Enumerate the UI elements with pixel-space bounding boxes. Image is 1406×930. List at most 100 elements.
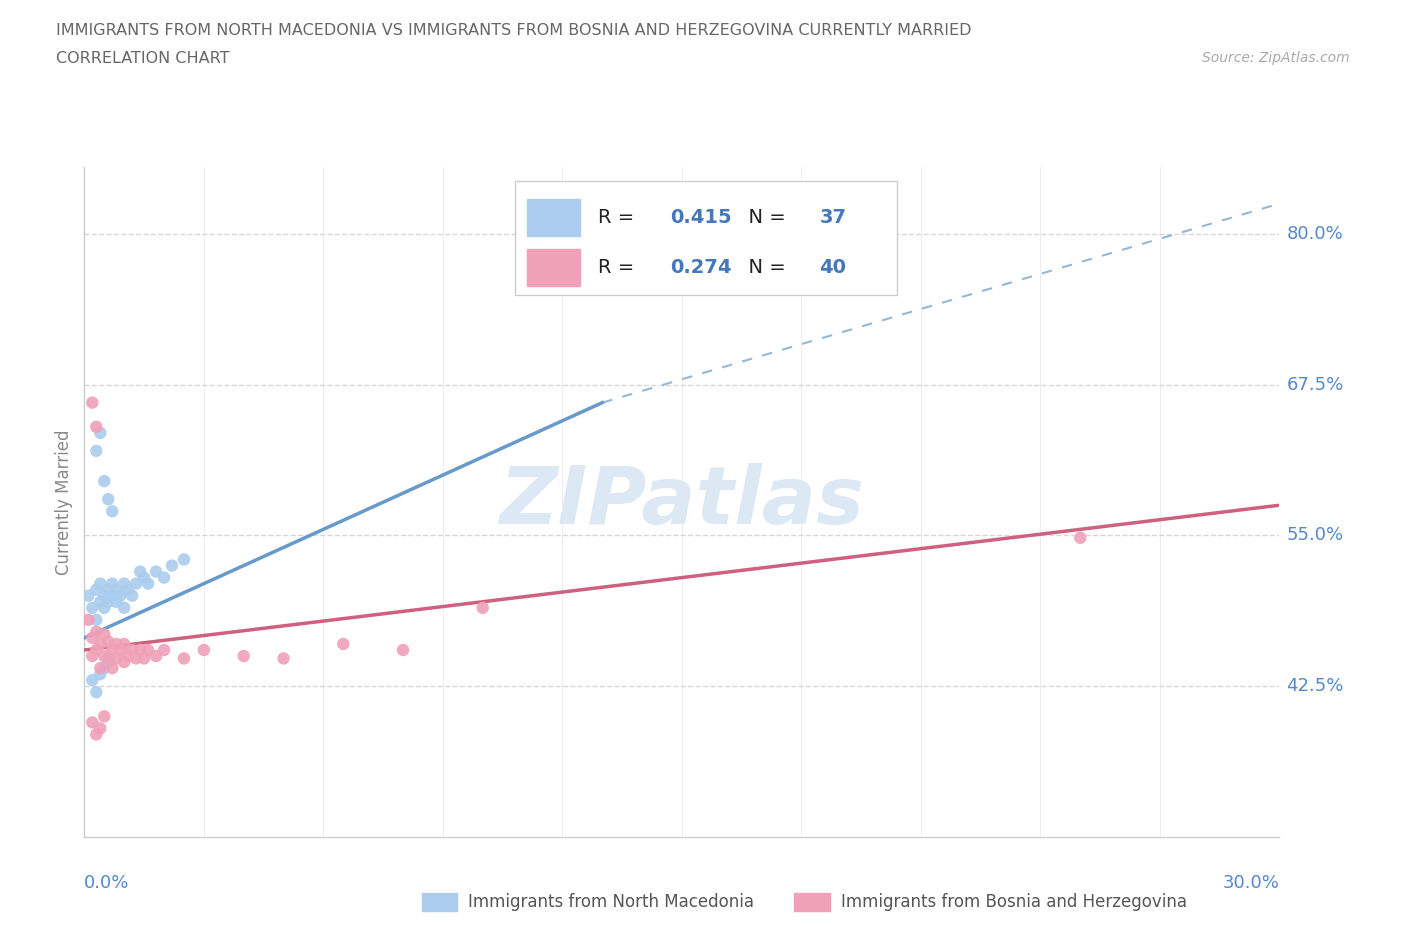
Point: [101, 660, 124, 675]
Point: [82, 648, 104, 663]
Point: [193, 643, 215, 658]
Point: [93, 627, 115, 642]
Point: [86, 582, 108, 597]
Point: [153, 643, 176, 658]
Point: [93, 601, 115, 616]
Point: [125, 651, 148, 666]
Point: [392, 643, 415, 658]
Point: [89, 577, 111, 591]
Text: CORRELATION CHART: CORRELATION CHART: [56, 51, 229, 66]
Point: [105, 582, 128, 597]
Point: [82, 672, 104, 687]
Bar: [526, 199, 581, 236]
Point: [97, 634, 120, 649]
Text: Source: ZipAtlas.com: Source: ZipAtlas.com: [1202, 51, 1350, 65]
Point: [97, 655, 120, 670]
Text: 0.415: 0.415: [669, 208, 731, 227]
Text: R =: R =: [599, 259, 641, 277]
Point: [93, 589, 115, 604]
Point: [93, 660, 115, 675]
Point: [93, 473, 115, 488]
Point: [136, 643, 159, 658]
Point: [112, 655, 135, 670]
Point: [132, 570, 156, 585]
Text: ZIPatlas: ZIPatlas: [499, 463, 865, 541]
Point: [121, 643, 143, 658]
Text: IMMIGRANTS FROM NORTH MACEDONIA VS IMMIGRANTS FROM BOSNIA AND HERZEGOVINA CURREN: IMMIGRANTS FROM NORTH MACEDONIA VS IMMIG…: [56, 23, 972, 38]
Point: [105, 594, 128, 609]
Point: [97, 594, 120, 609]
Point: [89, 425, 111, 440]
Point: [97, 582, 120, 597]
Point: [77, 612, 100, 627]
Point: [101, 589, 124, 604]
Point: [101, 643, 124, 658]
Point: [129, 565, 152, 579]
Point: [173, 552, 195, 567]
Point: [77, 589, 100, 604]
Point: [86, 643, 108, 658]
Point: [273, 651, 295, 666]
Point: [112, 601, 135, 616]
Point: [153, 570, 176, 585]
Point: [112, 636, 135, 651]
Point: [121, 589, 143, 604]
Point: [93, 648, 115, 663]
Point: [110, 643, 132, 658]
Point: [82, 601, 104, 616]
Text: 0.0%: 0.0%: [84, 874, 129, 892]
Bar: [526, 249, 581, 286]
Text: 40: 40: [820, 259, 846, 277]
Point: [117, 648, 139, 663]
Point: [101, 504, 124, 519]
Text: Immigrants from North Macedonia: Immigrants from North Macedonia: [468, 893, 754, 911]
Text: 67.5%: 67.5%: [1286, 376, 1344, 393]
Point: [89, 667, 111, 682]
Point: [89, 660, 111, 675]
Text: Immigrants from Bosnia and Herzegovina: Immigrants from Bosnia and Herzegovina: [841, 893, 1187, 911]
Point: [1069, 530, 1091, 545]
Point: [89, 636, 111, 651]
Point: [105, 651, 128, 666]
Point: [117, 582, 139, 597]
Text: 80.0%: 80.0%: [1286, 225, 1343, 243]
Text: 0.274: 0.274: [669, 259, 731, 277]
Point: [82, 395, 104, 410]
Text: N =: N =: [735, 259, 792, 277]
Text: 55.0%: 55.0%: [1286, 526, 1344, 544]
Point: [125, 577, 148, 591]
Point: [105, 636, 128, 651]
Point: [93, 709, 115, 724]
Point: [82, 715, 104, 730]
Point: [86, 727, 108, 742]
Point: [145, 565, 167, 579]
Point: [471, 601, 494, 616]
Point: [136, 577, 159, 591]
Point: [89, 721, 111, 736]
Point: [129, 643, 152, 658]
Point: [86, 684, 108, 699]
Point: [110, 589, 132, 604]
Text: 30.0%: 30.0%: [1223, 874, 1279, 892]
Point: [332, 636, 354, 651]
Point: [82, 631, 104, 645]
Point: [86, 624, 108, 639]
FancyBboxPatch shape: [515, 180, 897, 295]
Point: [86, 444, 108, 458]
Point: [89, 594, 111, 609]
Text: 37: 37: [820, 208, 846, 227]
Text: 42.5%: 42.5%: [1286, 677, 1344, 696]
Text: N =: N =: [735, 208, 792, 227]
Point: [97, 651, 120, 666]
Point: [232, 648, 254, 663]
Point: [86, 419, 108, 434]
Point: [132, 651, 156, 666]
Point: [101, 577, 124, 591]
Text: R =: R =: [599, 208, 641, 227]
Point: [112, 577, 135, 591]
Point: [97, 492, 120, 507]
Point: [173, 651, 195, 666]
Point: [160, 558, 183, 573]
Y-axis label: Currently Married: Currently Married: [55, 430, 73, 575]
Point: [145, 648, 167, 663]
